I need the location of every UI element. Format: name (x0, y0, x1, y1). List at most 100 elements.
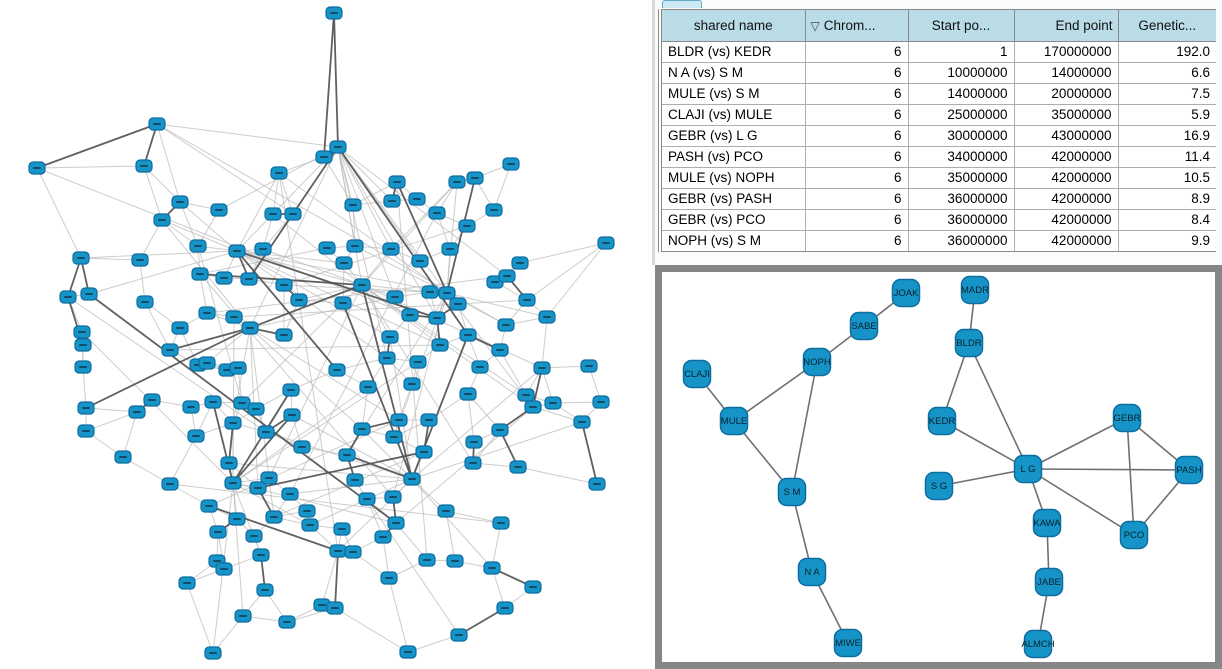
table-row[interactable]: CLAJI (vs) MULE 6 25000000 35000000 5.9 (662, 104, 1216, 126)
network-edge (1027, 468, 1190, 471)
node-label (496, 349, 504, 351)
network-node[interactable] (1174, 455, 1204, 485)
node-label (463, 225, 471, 227)
table-row[interactable]: NOPH (vs) S M 6 36000000 42000000 9.9 (662, 230, 1216, 251)
table-row[interactable]: GEBR (vs) PCO 6 36000000 42000000 8.4 (662, 209, 1216, 231)
network-node[interactable] (924, 471, 954, 501)
network-node[interactable] (849, 311, 879, 341)
column-header[interactable]: ▽ Chrom... (805, 10, 909, 42)
network-edge (337, 146, 469, 336)
table-cell: 6 (805, 41, 909, 63)
node-label (187, 406, 195, 408)
network-edge (236, 250, 391, 338)
network-node[interactable] (1013, 454, 1043, 484)
network-edge (323, 12, 335, 158)
table-cell: 42000000 (1014, 167, 1119, 189)
network-node[interactable] (927, 406, 957, 436)
network-edge (156, 123, 181, 203)
table-cell: GEBR (vs) PCO (662, 209, 806, 231)
node-label (192, 435, 200, 437)
column-header[interactable]: Start po... (908, 10, 1015, 42)
network-node[interactable] (802, 347, 832, 377)
table-row[interactable]: N A (vs) S M 6 10000000 14000000 6.6 (662, 62, 1216, 84)
node-label (593, 483, 601, 485)
network-edge (323, 156, 354, 206)
node-label (141, 301, 149, 303)
node-label (408, 383, 416, 385)
node-label (252, 408, 260, 410)
table-header-row: shared name ▽ Chrom... Start po... End point… (662, 10, 1216, 42)
node-label (453, 181, 461, 183)
node-label: MIWE (835, 638, 861, 649)
table-row[interactable]: BLDR (vs) KEDR 6 1 170000000 192.0 (662, 41, 1216, 63)
table-cell: 6 (805, 62, 909, 84)
network-node[interactable] (719, 406, 749, 436)
table-panel-tab[interactable] (662, 0, 702, 8)
column-header[interactable]: Genetic... (1118, 10, 1216, 42)
node-label (183, 582, 191, 584)
table-cell: NOPH (vs) S M (662, 230, 806, 251)
network-edge (382, 536, 390, 579)
network-node[interactable] (1032, 508, 1062, 538)
network-edge (546, 242, 607, 318)
table-row[interactable]: MULE (vs) NOPH 6 35000000 42000000 10.5 (662, 167, 1216, 189)
table-cell: PASH (vs) PCO (662, 146, 806, 168)
table-row[interactable]: MULE (vs) S M 6 14000000 20000000 7.5 (662, 83, 1216, 105)
node-label (388, 200, 396, 202)
node-label (502, 324, 510, 326)
node-label (488, 567, 496, 569)
table-row[interactable]: GEBR (vs) PASH 6 36000000 42000000 8.9 (662, 188, 1216, 210)
node-label (446, 248, 454, 250)
network-edge (337, 146, 388, 359)
node-label (220, 568, 228, 570)
network-node[interactable] (833, 628, 863, 658)
network-edge (467, 393, 475, 443)
node-label: JABE (1037, 577, 1061, 588)
node-label (331, 607, 339, 609)
node-label (383, 357, 391, 359)
node-label (529, 586, 537, 588)
network-edge (36, 123, 158, 169)
network-edge (122, 411, 138, 458)
network-node[interactable] (1023, 629, 1053, 659)
network-edge (446, 292, 534, 408)
column-header[interactable]: End point (1014, 10, 1119, 42)
network-edge (1027, 468, 1135, 536)
network-node[interactable] (797, 557, 827, 587)
node-label (455, 634, 463, 636)
table-cell: CLAJI (vs) MULE (662, 104, 806, 126)
network-node[interactable] (777, 477, 807, 507)
network-node[interactable] (1112, 403, 1142, 433)
node-label (451, 560, 459, 562)
main-network-panel (0, 0, 652, 669)
network-edge (446, 177, 476, 294)
network-edge (361, 428, 413, 480)
network-node[interactable] (954, 328, 984, 358)
node-label (250, 535, 258, 537)
node-label (523, 299, 531, 301)
network-node[interactable] (1034, 567, 1064, 597)
table-row[interactable]: PASH (vs) PCO 6 34000000 42000000 11.4 (662, 146, 1216, 168)
network-node[interactable] (682, 359, 712, 389)
filter-icon[interactable]: ▽ (810, 18, 820, 33)
network-edge (517, 466, 598, 485)
table-row[interactable]: GEBR (vs) L G 6 30000000 43000000 16.9 (662, 125, 1216, 147)
node-label (358, 428, 366, 430)
node-label (153, 123, 161, 125)
node-label (529, 406, 537, 408)
node-label (166, 483, 174, 485)
network-edge (236, 250, 345, 264)
node-label (64, 296, 72, 298)
network-node[interactable] (1119, 520, 1149, 550)
node-label (364, 386, 372, 388)
network-edge (278, 172, 294, 215)
detail-network-canvas[interactable]: JOAK SABE NOPH CLAJI MULE S M N A MIWE MADR BLDR K… (662, 272, 1215, 662)
table-cell: 1 (908, 41, 1015, 63)
network-edge (139, 219, 163, 261)
column-header[interactable]: shared name (662, 10, 806, 42)
network-node[interactable] (960, 275, 990, 305)
network-edge (249, 284, 363, 329)
main-network-canvas[interactable] (0, 0, 652, 669)
network-node[interactable] (891, 278, 921, 308)
table-cell: 10000000 (908, 62, 1015, 84)
